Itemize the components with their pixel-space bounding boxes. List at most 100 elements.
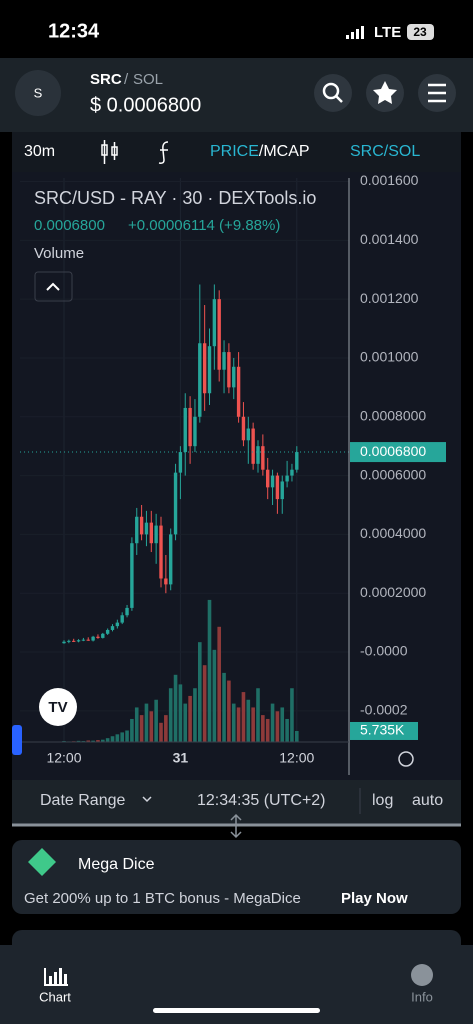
star-icon bbox=[373, 81, 397, 104]
x-tick-label: 31 bbox=[173, 750, 189, 766]
candle-body bbox=[173, 472, 178, 535]
volume-bar bbox=[227, 680, 231, 742]
volume-bar bbox=[241, 692, 246, 742]
price: $ 0.0006800 bbox=[90, 94, 201, 116]
candle-body bbox=[110, 626, 115, 630]
candle-body bbox=[251, 428, 255, 464]
auto-toggle[interactable]: auto bbox=[412, 792, 443, 809]
candle-body bbox=[217, 299, 221, 370]
volume-bar bbox=[183, 703, 188, 742]
candle-body bbox=[202, 343, 207, 394]
volume-bar bbox=[130, 718, 134, 742]
y-tick-label: 0.001400 bbox=[360, 231, 419, 247]
volume-bar bbox=[134, 707, 139, 742]
ad-card[interactable] bbox=[12, 840, 461, 914]
y-tick-label: 0.001600 bbox=[360, 172, 419, 188]
candle-body bbox=[212, 299, 217, 347]
volume-bar bbox=[154, 699, 158, 742]
volume-bar bbox=[168, 688, 173, 742]
candle-body bbox=[91, 636, 95, 641]
volume-bar bbox=[256, 688, 260, 742]
candle-body bbox=[67, 640, 71, 642]
interval[interactable]: 30m bbox=[24, 143, 55, 160]
search-button[interactable] bbox=[314, 74, 352, 112]
candle-body bbox=[101, 633, 105, 638]
ad-cta[interactable]: Play Now bbox=[341, 890, 408, 907]
ad-logo bbox=[28, 848, 56, 876]
y-tick-label: 0.001000 bbox=[360, 349, 419, 365]
candle-body bbox=[139, 516, 144, 535]
chart-nav-icon bbox=[44, 968, 68, 986]
volume-bar bbox=[295, 730, 299, 742]
volume-bar bbox=[285, 718, 289, 742]
signal bbox=[346, 26, 364, 39]
x-tick-label: 12:00 bbox=[279, 750, 314, 766]
volume-bar bbox=[236, 707, 241, 742]
volume-last-box bbox=[350, 721, 418, 740]
nav-info[interactable]: Info bbox=[411, 989, 433, 1004]
volume-bar bbox=[275, 711, 280, 742]
volume-bar bbox=[261, 715, 265, 742]
volume-bar bbox=[198, 642, 202, 742]
menu-icon bbox=[428, 83, 446, 103]
toolbar bbox=[12, 132, 461, 172]
y-tick-label: 0.0006000 bbox=[360, 466, 426, 482]
volume-bar bbox=[120, 732, 124, 742]
token-letter: S bbox=[34, 85, 43, 100]
volume-bar bbox=[105, 738, 110, 742]
date-range[interactable]: Date Range bbox=[40, 792, 125, 809]
candle-body bbox=[105, 629, 110, 634]
y-tick-label: 0.0004000 bbox=[360, 525, 426, 541]
volume-bar bbox=[270, 703, 275, 742]
log-toggle[interactable]: log bbox=[372, 792, 393, 809]
volume-bar bbox=[125, 730, 129, 742]
info-icon bbox=[411, 964, 433, 986]
candle-body bbox=[241, 416, 246, 441]
battery-level: 23 bbox=[413, 25, 427, 39]
candle-body bbox=[270, 475, 275, 488]
indicator-icon[interactable] bbox=[158, 141, 169, 164]
volume-bar bbox=[101, 739, 105, 742]
candle-body bbox=[198, 343, 202, 417]
candle-body bbox=[159, 525, 163, 579]
volume-bar bbox=[115, 734, 120, 742]
current-price-label: 0.0006800 bbox=[360, 443, 426, 459]
volume-bar bbox=[207, 599, 212, 742]
volume-bar bbox=[86, 740, 91, 742]
pair-toggle[interactable]: SRC/SOL bbox=[350, 143, 420, 160]
price-mode[interactable]: PRICE/MCAP bbox=[210, 143, 310, 160]
last-price: 0.0006800 bbox=[34, 217, 105, 234]
nav-chart[interactable]: Chart bbox=[39, 989, 71, 1004]
volume-bar bbox=[193, 688, 197, 742]
candle-body bbox=[261, 446, 265, 470]
candle-body bbox=[280, 481, 284, 500]
candle-body bbox=[154, 525, 158, 544]
candle-body bbox=[125, 607, 129, 616]
volume-bar bbox=[202, 665, 207, 742]
ad-title: Mega Dice bbox=[78, 856, 155, 873]
volume-bar bbox=[110, 736, 115, 742]
base-symbol: SRC bbox=[90, 71, 122, 88]
volume-bar bbox=[265, 718, 270, 742]
chart-title: SRC/USD - RAY · 30 · DEXTools.io bbox=[34, 188, 316, 208]
candle-body bbox=[193, 416, 197, 447]
candle-body bbox=[222, 352, 226, 370]
battery bbox=[407, 24, 434, 40]
volume-bar bbox=[178, 684, 183, 742]
clock: 12:34 bbox=[48, 20, 100, 42]
volume-bar bbox=[144, 703, 149, 742]
settings-icon[interactable] bbox=[398, 751, 414, 767]
side-handle[interactable] bbox=[12, 725, 22, 755]
candle-body bbox=[96, 636, 100, 638]
candle-body bbox=[62, 641, 66, 644]
dropdown-icon bbox=[142, 796, 152, 803]
tv-logo[interactable] bbox=[39, 688, 77, 726]
current-price-box bbox=[350, 442, 446, 463]
candle-body bbox=[86, 639, 90, 641]
candle-icon[interactable] bbox=[101, 140, 118, 164]
collapse-button[interactable] bbox=[34, 271, 73, 302]
candle-body bbox=[135, 516, 139, 544]
candle-body bbox=[295, 452, 299, 470]
